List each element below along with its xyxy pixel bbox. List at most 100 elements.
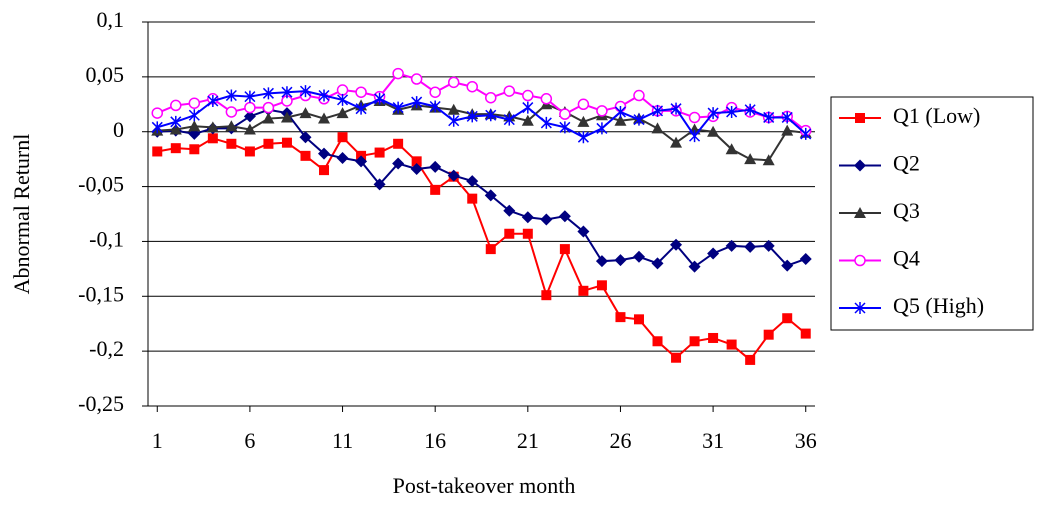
marker (299, 131, 312, 144)
marker (281, 137, 292, 148)
marker (614, 254, 627, 267)
marker (170, 115, 182, 128)
marker (336, 84, 349, 96)
marker (355, 155, 368, 168)
marker (189, 144, 200, 155)
marker (558, 210, 571, 223)
marker (410, 163, 423, 176)
marker (781, 124, 794, 136)
marker (854, 254, 866, 267)
marker (243, 123, 256, 135)
marker (152, 146, 163, 157)
y-tick-label: -0,15 (78, 281, 124, 306)
marker (411, 156, 422, 167)
marker (726, 105, 738, 118)
marker (800, 328, 811, 339)
marker (226, 138, 237, 149)
x-tick-label: 26 (609, 428, 631, 453)
y-tick-label: 0,1 (97, 7, 125, 32)
marker (596, 280, 607, 291)
marker (262, 112, 275, 124)
marker (336, 152, 349, 165)
marker (577, 225, 590, 238)
marker (262, 101, 275, 114)
marker (596, 105, 608, 117)
marker (299, 107, 312, 119)
marker (447, 169, 460, 182)
marker (318, 89, 330, 102)
marker (374, 147, 385, 158)
marker (540, 213, 553, 226)
marker (595, 255, 608, 268)
marker (559, 108, 571, 120)
marker (429, 160, 442, 173)
marker (854, 302, 866, 314)
marker (151, 107, 164, 119)
marker (188, 120, 201, 132)
marker (707, 107, 719, 120)
marker (430, 184, 441, 195)
x-tick-label: 31 (702, 428, 724, 453)
marker (670, 102, 682, 115)
marker (541, 290, 552, 301)
y-tick-label: -0,2 (89, 336, 124, 361)
x-tick-label: 6 (244, 428, 255, 453)
marker (540, 93, 553, 105)
y-tick-label: -0,05 (78, 172, 124, 197)
marker (762, 154, 775, 166)
marker (225, 106, 238, 118)
marker (504, 228, 515, 239)
marker (206, 121, 219, 133)
marker (410, 73, 423, 85)
y-tick-label: 0 (113, 117, 124, 142)
marker (373, 178, 386, 191)
marker (374, 92, 386, 105)
marker (466, 175, 479, 188)
legend-label: Q4 (893, 246, 920, 271)
marker (577, 115, 590, 127)
marker (577, 131, 589, 144)
marker (522, 101, 534, 114)
marker (337, 93, 349, 106)
marker (225, 89, 237, 102)
marker (151, 121, 163, 134)
marker (670, 238, 683, 251)
marker (652, 336, 663, 347)
x-tick-label: 36 (795, 428, 817, 453)
marker (447, 76, 460, 89)
marker (744, 103, 756, 116)
marker (762, 239, 775, 252)
marker (745, 354, 756, 365)
marker (744, 153, 757, 165)
marker (262, 87, 274, 100)
marker (540, 116, 552, 129)
marker (467, 193, 478, 204)
marker (225, 120, 238, 132)
marker (577, 98, 590, 111)
marker (281, 86, 293, 99)
marker (318, 112, 331, 124)
marker (800, 127, 812, 140)
marker (726, 339, 737, 350)
marker (169, 123, 182, 135)
marker (688, 260, 701, 273)
marker (707, 247, 720, 260)
marker (485, 109, 497, 122)
marker (170, 143, 181, 154)
marker (503, 204, 516, 217)
marker (429, 86, 441, 98)
marker (263, 138, 274, 149)
marker (615, 312, 626, 323)
marker (614, 114, 627, 126)
marker (503, 85, 516, 97)
marker (280, 111, 293, 123)
marker (466, 80, 478, 93)
marker (763, 111, 775, 124)
x-tick-label: 21 (517, 428, 539, 453)
marker (670, 136, 683, 148)
marker (355, 86, 367, 98)
marker (855, 113, 865, 123)
marker (337, 132, 348, 143)
marker (521, 211, 534, 224)
